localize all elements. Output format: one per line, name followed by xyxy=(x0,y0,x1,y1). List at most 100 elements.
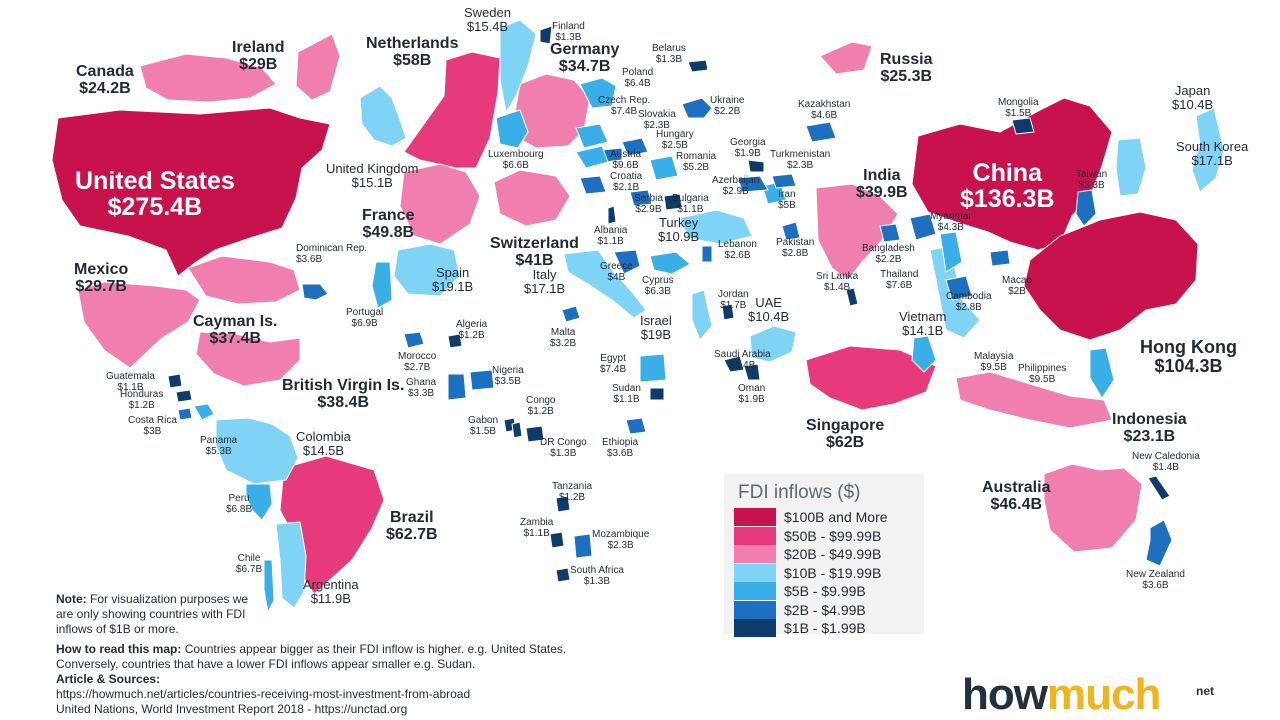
legend-swatch xyxy=(734,563,776,582)
country-name: Oman xyxy=(738,383,766,394)
country-name: Hungary xyxy=(656,129,694,140)
country-label-egypt: Egypt $7.4B xyxy=(600,353,626,375)
country-fdi-value: $9.5B xyxy=(1029,373,1056,385)
country-fdi-value: $9.5B xyxy=(980,361,1007,373)
country-fdi-value: $1.2B xyxy=(458,329,485,341)
country-shape-dr-congo xyxy=(525,425,545,443)
country-label-russia: Russia $25.3B xyxy=(880,51,932,86)
country-name: Turkmenistan xyxy=(770,149,831,160)
country-label-albania: Albania $1.1B xyxy=(594,225,628,247)
country-label-poland: Poland $6.4B xyxy=(622,67,653,89)
country-label-guatemala: Guatemala $1.1B xyxy=(106,371,155,393)
country-label-new-zealand: New Zealand $3.6B xyxy=(1126,569,1185,591)
country-label-georgia: Georgia $1.9B xyxy=(730,137,766,159)
country-label-sri-lanka: Sri Lanka $1.4B xyxy=(816,271,858,293)
country-name: British Virgin Is. xyxy=(282,377,405,394)
country-fdi-value: $15.4B xyxy=(466,18,509,34)
country-label-belarus: Belarus $1.3B xyxy=(652,43,686,65)
country-fdi-value: $58B xyxy=(393,51,432,69)
country-label-gabon: Gabon $1.5B xyxy=(468,415,498,437)
country-label-united-states: United States $275.4B xyxy=(75,168,235,221)
country-shape-new-caledonia xyxy=(1147,475,1171,501)
country-fdi-value: $2.9B xyxy=(722,185,749,197)
country-fdi-value: $2.5B xyxy=(661,139,688,151)
country-fdi-value: $37.4B xyxy=(209,329,262,347)
country-name: Iran xyxy=(778,189,796,200)
country-label-malaysia: Malaysia $9.5B xyxy=(974,351,1013,373)
source-link-unctad[interactable]: United Nations, World Investment Report … xyxy=(56,702,408,716)
country-fdi-value: $1.5B xyxy=(1005,107,1032,119)
country-shape-mexico xyxy=(77,281,201,369)
country-name: Nigeria xyxy=(492,365,524,376)
country-shape-ireland xyxy=(295,33,341,101)
country-shape-malta xyxy=(561,305,581,323)
country-label-dominican-rep-: Dominican Rep. $3.6B xyxy=(296,243,368,265)
country-fdi-value: $7.6B xyxy=(886,279,913,291)
country-fdi-value: $4.3B xyxy=(937,221,964,233)
country-shape-myanmar xyxy=(909,213,937,241)
country-fdi-value: $23.1B xyxy=(1123,427,1176,445)
country-name: Guatemala xyxy=(106,371,155,382)
country-fdi-value: $2.9B xyxy=(635,203,662,215)
country-label-turkey: Turkey $10.9B xyxy=(658,216,699,243)
country-name: Costa Rica xyxy=(128,415,177,426)
legend-swatch xyxy=(734,582,776,600)
country-shape-lebanon xyxy=(701,245,713,263)
country-name: Dominican Rep. xyxy=(296,243,368,254)
country-fdi-value: $1.5B xyxy=(469,425,497,437)
country-label-taiwan: Taiwan $3.3B xyxy=(1076,169,1107,191)
country-shape-congo xyxy=(511,421,523,439)
source-link-howmuch[interactable]: https://howmuch.net/articles/countries-r… xyxy=(56,687,471,701)
country-shape-peru xyxy=(245,483,273,521)
country-name: Egypt xyxy=(600,353,626,364)
country-name: Panama xyxy=(200,435,238,446)
legend-item: $2B - $4.99B xyxy=(734,600,866,619)
country-fdi-value: $1.9B xyxy=(738,393,765,405)
country-name: Albania xyxy=(594,225,628,236)
note-label: Note: xyxy=(56,592,87,606)
country-label-bangladesh: Bangladesh $2.2B xyxy=(862,243,915,265)
country-shape-philippines xyxy=(1089,347,1115,399)
country-name: Colombia xyxy=(296,429,351,444)
howmuch-logo-suffix: net xyxy=(1196,684,1214,698)
country-shape-zambia xyxy=(549,531,565,549)
country-label-canada: Canada $24.2B xyxy=(76,63,134,98)
country-label-hungary: Hungary $2.5B xyxy=(656,129,694,151)
country-name: Slovakia xyxy=(638,109,676,120)
legend-label: $1B - $1.99B xyxy=(784,620,866,636)
country-shape-bangladesh xyxy=(879,223,901,243)
country-shape-canada xyxy=(139,53,277,103)
country-fdi-value: $1.3B xyxy=(550,447,577,459)
country-shape-switzerland xyxy=(493,169,571,227)
country-label-luxembourg: Luxembourg $6.6B xyxy=(488,149,544,171)
country-fdi-value: $5.3B xyxy=(205,445,232,457)
country-shape-turkmenistan xyxy=(771,173,797,189)
country-fdi-value: $1.4B xyxy=(824,281,851,293)
country-name: Ireland xyxy=(232,39,285,56)
country-shape-south-africa xyxy=(555,567,571,583)
country-shape-new-zealand xyxy=(1145,519,1173,567)
country-name: China xyxy=(972,159,1042,187)
country-name: Lebanon xyxy=(718,239,757,250)
country-label-philippines: Philippines $9.5B xyxy=(1018,363,1066,385)
country-fdi-value: $1.2B xyxy=(128,399,155,411)
country-shape-netherlands xyxy=(403,51,501,169)
country-name: Argentina xyxy=(303,577,359,592)
country-name: UAE xyxy=(755,295,782,310)
country-shape-cayman-is- xyxy=(187,255,301,305)
country-fdi-value: $14.5B xyxy=(302,442,345,458)
country-fdi-value: $39.9B xyxy=(856,183,908,201)
country-label-cayman-is-: Cayman Is. $37.4B xyxy=(193,313,277,348)
country-label-ukraine: Ukraine $2.2B xyxy=(710,95,744,117)
country-name: Macao xyxy=(1002,275,1033,286)
country-fdi-value: $5.2B xyxy=(682,161,710,173)
country-shape-oman xyxy=(743,363,761,381)
country-fdi-value: $10.4B xyxy=(748,308,790,324)
country-name: Romania xyxy=(676,151,717,162)
country-label-south-africa: South Africa $1.3B xyxy=(570,565,624,587)
country-fdi-value: $24.2B xyxy=(79,79,131,97)
country-name: United States xyxy=(75,167,235,195)
country-shape-luxembourg xyxy=(495,109,529,149)
country-shape-morocco xyxy=(403,331,425,349)
country-name: Algeria xyxy=(456,319,488,330)
